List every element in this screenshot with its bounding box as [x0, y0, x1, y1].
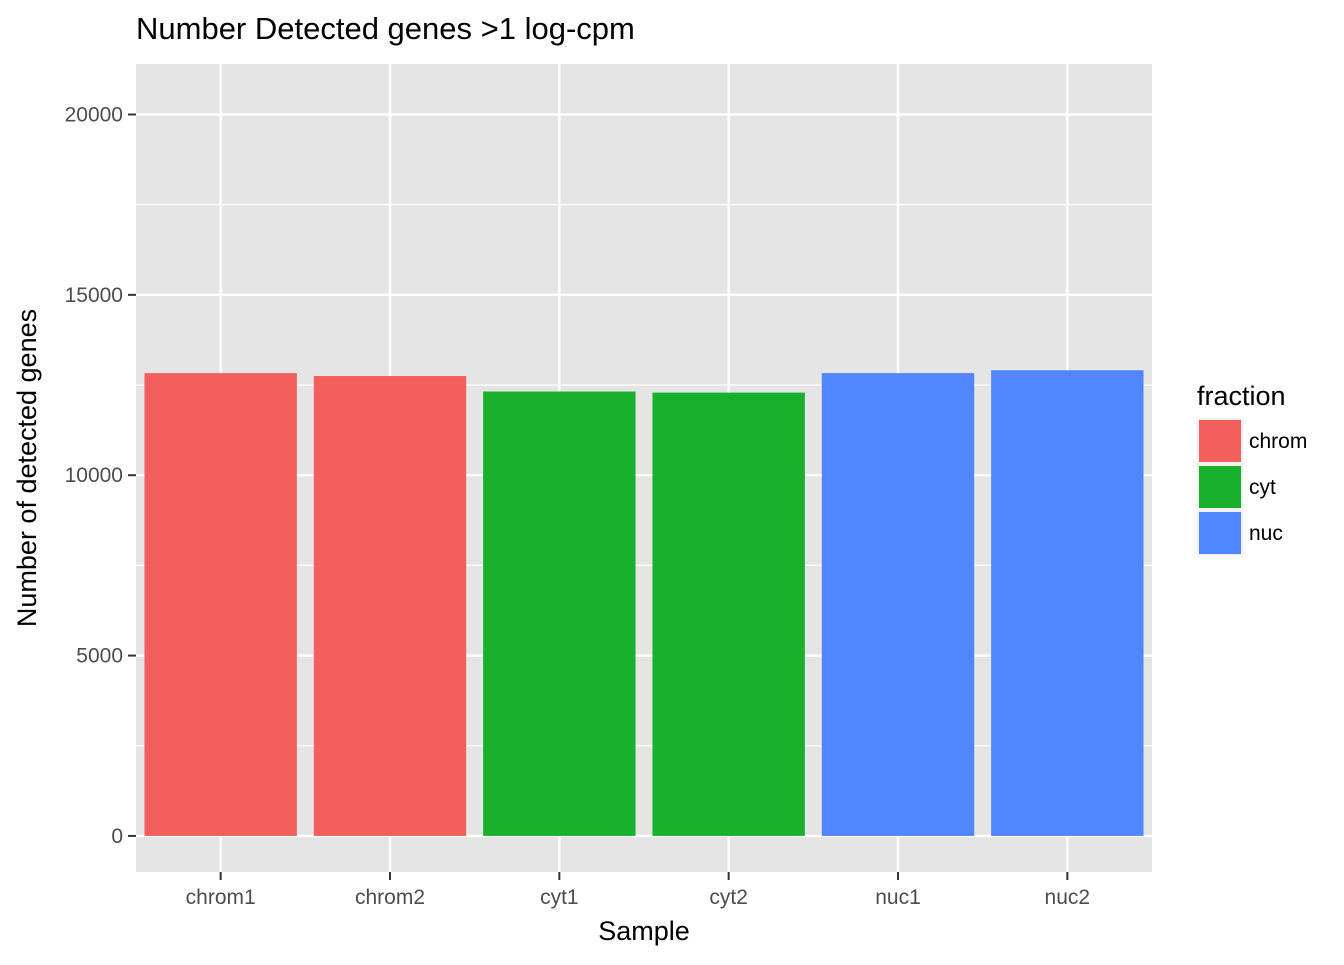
legend-swatch-chrom: [1199, 420, 1241, 462]
legend-swatch-cyt: [1199, 466, 1241, 508]
x-tick-label: nuc1: [875, 886, 921, 909]
y-tick-label: 5000: [76, 645, 123, 668]
legend-title: fraction: [1197, 381, 1286, 411]
x-tick-label: cyt2: [709, 886, 748, 909]
bar-chrom1: [144, 373, 297, 836]
y-axis-label: Number of detected genes: [12, 309, 42, 627]
chart-title: Number Detected genes >1 log-cpm: [136, 11, 635, 46]
x-tick-label: nuc2: [1045, 886, 1091, 909]
legend-label-nuc: nuc: [1249, 522, 1283, 545]
bar-nuc1: [821, 373, 975, 836]
legend: fraction chrom cyt nuc: [1197, 381, 1307, 556]
x-tick-label: cyt1: [540, 886, 579, 909]
axes: 0 5000 10000 15000 20000 chrom1 chrom2 cyt1 cyt2…: [65, 104, 1091, 910]
bar-chrom2: [313, 376, 467, 836]
x-tick-label: chrom1: [186, 886, 256, 909]
y-tick-label: 15000: [65, 284, 123, 307]
legend-label-chrom: chrom: [1249, 430, 1307, 453]
y-tick-label: 0: [111, 825, 123, 848]
legend-label-cyt: cyt: [1249, 476, 1276, 499]
legend-swatch-nuc: [1199, 512, 1241, 554]
bar-cyt1: [483, 391, 636, 836]
bar-cyt2: [652, 392, 805, 836]
bar-nuc2: [991, 370, 1144, 836]
plot-panel: [136, 64, 1152, 872]
x-tick-label: chrom2: [355, 886, 425, 909]
x-axis-label: Sample: [598, 916, 690, 946]
y-tick-label: 20000: [65, 104, 123, 127]
bars: [144, 370, 1144, 836]
y-tick-label: 10000: [65, 464, 123, 487]
